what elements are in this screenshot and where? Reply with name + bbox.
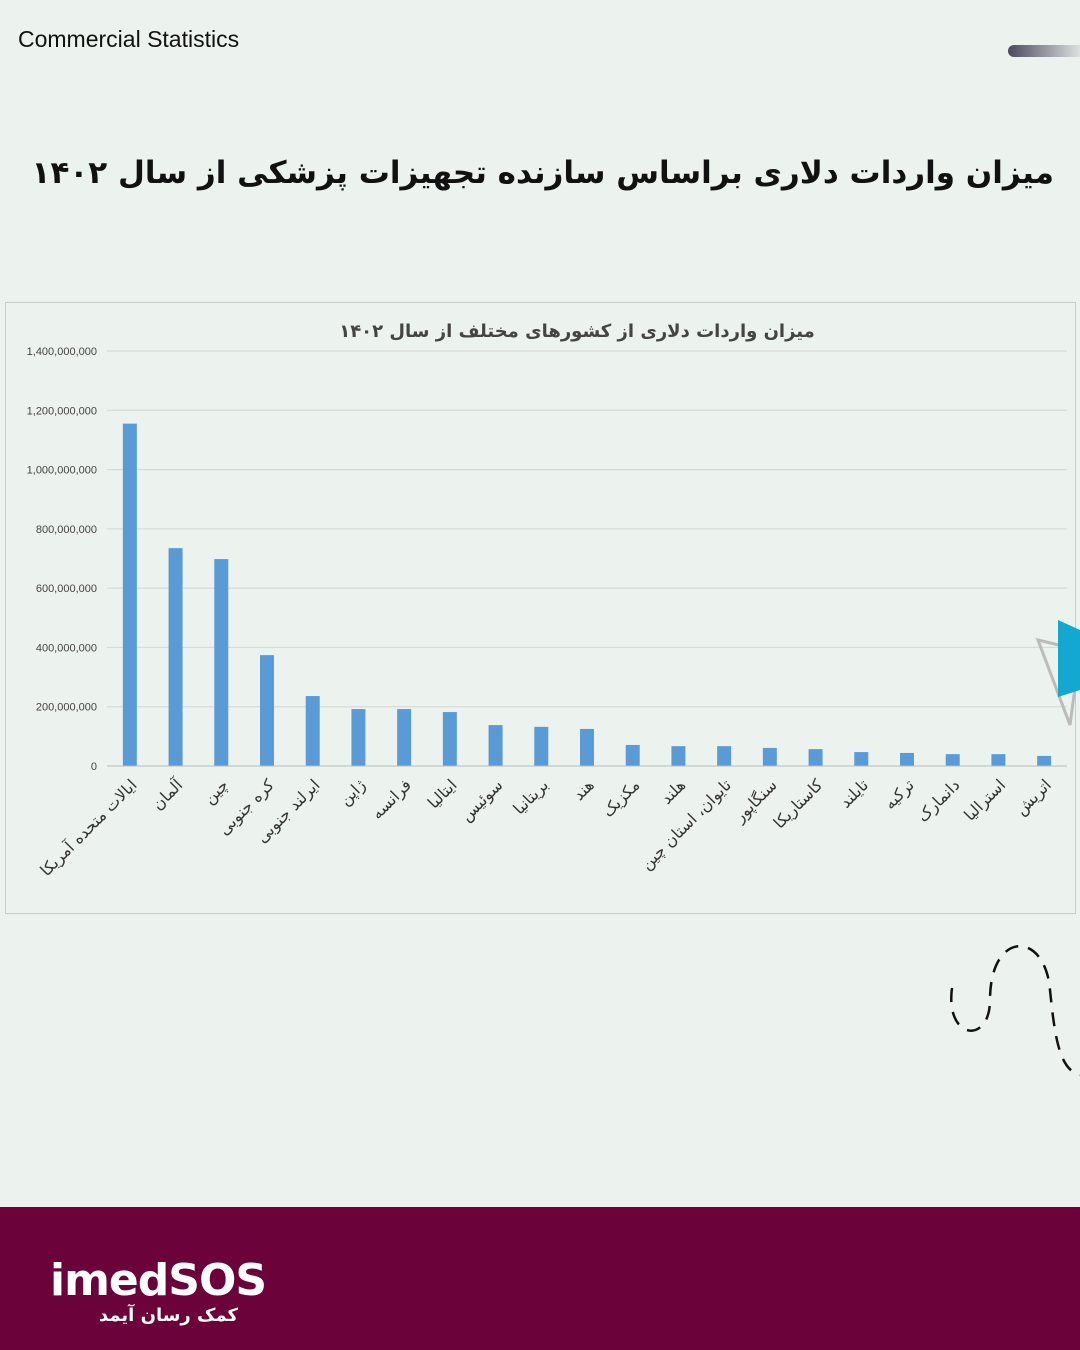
- bar: [305, 696, 320, 766]
- x-tick-label: سوئیس: [457, 775, 507, 825]
- bar: [214, 559, 229, 766]
- x-tick-label: آلمان: [148, 774, 187, 813]
- bar: [900, 752, 914, 766]
- x-tick-label: تایلند: [836, 775, 872, 811]
- chart-panel: میزان واردات دلاری از کشورهای مختلف از س…: [5, 302, 1076, 914]
- bar: [808, 749, 823, 766]
- footer: [0, 1207, 1080, 1350]
- x-tick-label: ژاپن: [335, 775, 370, 810]
- y-tick-label: 1,400,000,000: [27, 346, 97, 358]
- y-tick-label: 1,200,000,000: [27, 405, 97, 417]
- x-tick-label: ترکیه: [880, 775, 918, 813]
- y-tick-label: 400,000,000: [36, 642, 97, 654]
- bar: [122, 423, 137, 766]
- bar: [488, 725, 503, 766]
- x-tick-label: دانمارک: [913, 775, 964, 826]
- bar: [442, 712, 457, 766]
- bar: [168, 548, 183, 766]
- bar: [762, 747, 777, 766]
- x-tick-label: مکزیک: [598, 775, 644, 821]
- bar: [945, 754, 960, 766]
- logo: imedSOS: [50, 1255, 267, 1306]
- y-tick-label: 800,000,000: [36, 524, 97, 536]
- bar: [1037, 755, 1052, 766]
- bar: [671, 746, 686, 766]
- y-tick-label: 600,000,000: [36, 583, 97, 595]
- x-tick-label: ایالات متحده آمریکا: [36, 775, 141, 880]
- bar: [351, 709, 366, 766]
- bar-chart: میزان واردات دلاری از کشورهای مختلف از س…: [27, 321, 1067, 881]
- page-title: میزان واردات دلاری براساس سازنده تجهیزات…: [31, 155, 1054, 191]
- y-tick-label: 200,000,000: [36, 702, 97, 714]
- x-tick-label: استرالیا: [960, 775, 1010, 825]
- dashed-curve-decoration: [950, 945, 1080, 1077]
- x-tick-label: ایتالیا: [424, 775, 461, 812]
- bar: [854, 752, 869, 766]
- x-tick-label: هلند: [657, 775, 690, 808]
- x-tick-label: فرانسه: [367, 775, 415, 823]
- x-tick-label: هند: [569, 775, 598, 804]
- y-tick-label: 0: [91, 761, 97, 773]
- x-tick-label: بریتانیا: [509, 775, 553, 819]
- x-tick-label: کاستاریکا: [769, 775, 827, 833]
- chart-title: میزان واردات دلاری از کشورهای مختلف از س…: [339, 321, 815, 342]
- y-tick-label: 1,000,000,000: [27, 465, 97, 477]
- bar: [717, 746, 732, 766]
- x-tick-label: چین: [200, 775, 233, 808]
- logo-tagline: کمک رسان آیمد: [98, 1305, 238, 1326]
- brand-label: Commercial Statistics: [18, 26, 240, 52]
- decorative-pill: [1008, 45, 1080, 57]
- bar: [625, 744, 640, 766]
- bar: [534, 726, 549, 766]
- bar: [260, 655, 274, 766]
- bar: [580, 728, 594, 766]
- bar: [397, 709, 412, 766]
- bar: [991, 754, 1006, 766]
- x-tick-label: اتریش: [1011, 775, 1055, 819]
